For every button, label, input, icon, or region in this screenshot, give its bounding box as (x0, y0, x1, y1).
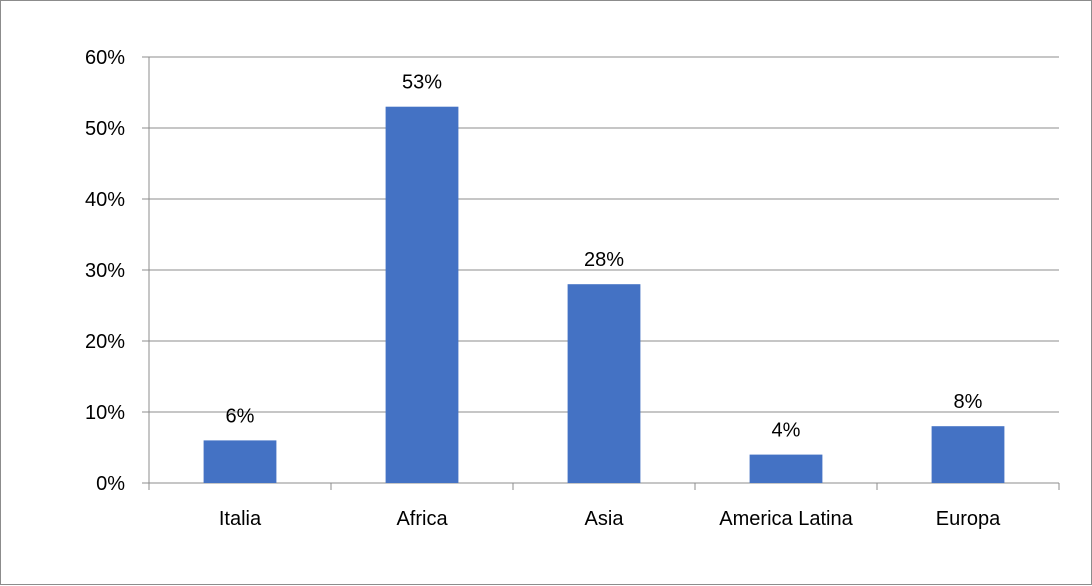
data-label: 8% (954, 391, 983, 413)
y-tick-label: 0% (96, 473, 125, 495)
bar-africa (385, 106, 459, 483)
y-tick-label: 40% (85, 189, 125, 211)
x-tick-label: Africa (396, 508, 448, 530)
data-label: 6% (226, 405, 255, 427)
bar-america-latina (749, 454, 823, 483)
y-tick-label: 60% (85, 47, 125, 69)
bar-asia (567, 284, 641, 483)
data-label: 4% (772, 420, 801, 442)
bar-europa (931, 426, 1005, 483)
x-tick-label: Europa (936, 508, 1001, 530)
x-tick-label: Italia (219, 508, 262, 530)
data-label: 53% (402, 72, 442, 94)
y-tick-label: 20% (85, 331, 125, 353)
y-tick-label: 30% (85, 260, 125, 282)
data-label: 28% (584, 249, 624, 271)
y-tick-label: 10% (85, 402, 125, 424)
y-tick-label: 50% (85, 118, 125, 140)
x-tick-label: Asia (585, 508, 625, 530)
x-tick-label: America Latina (719, 508, 853, 530)
bar-italia (203, 440, 277, 483)
